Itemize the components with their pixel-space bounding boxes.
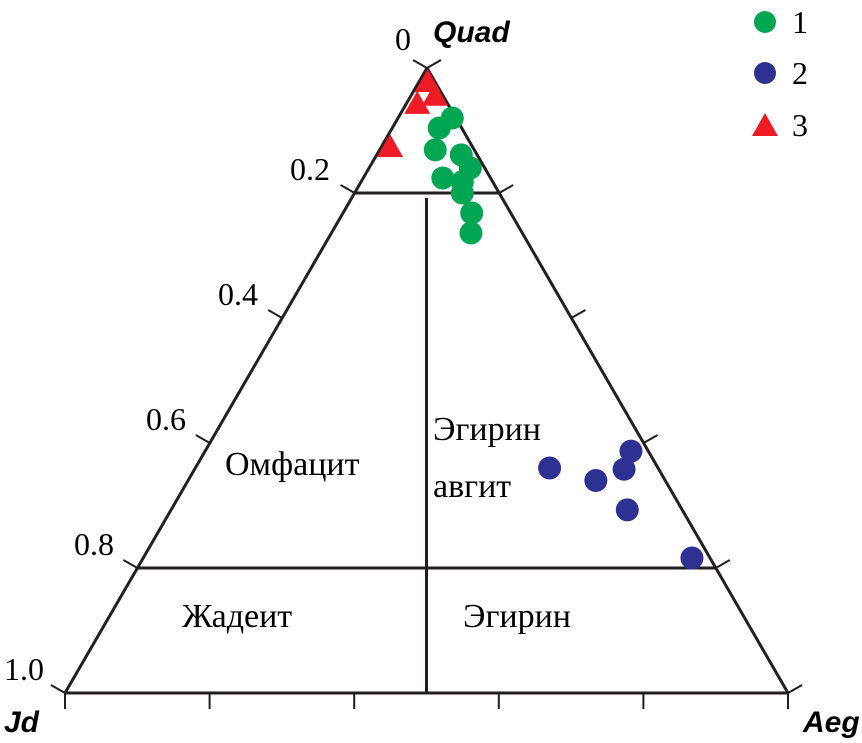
tick-label-0.2: 0.2: [290, 151, 330, 187]
field-label-aegirine-augite-2: авгит: [433, 468, 511, 505]
tick-right: [426, 59, 442, 69]
tick-right: [787, 684, 803, 694]
legend-marker-3: [752, 113, 778, 136]
ticks: [50, 59, 803, 709]
vertex-label-jd: Jd: [4, 706, 40, 739]
point-series-3: [377, 134, 404, 157]
tick-label-0.6: 0.6: [146, 401, 186, 437]
tick-label-0: 0: [395, 21, 411, 57]
tick-left: [195, 434, 211, 444]
data-points: [377, 69, 704, 570]
edge-right: [425, 67, 790, 694]
tick-left: [50, 684, 66, 694]
legend-marker-2: [754, 62, 776, 84]
triangle-frame: [63, 67, 790, 695]
tick-left: [122, 559, 138, 569]
vertex-label-quad: Quad: [433, 16, 510, 49]
point-series-2: [538, 456, 562, 480]
point-series-2: [612, 457, 636, 481]
tick-right: [570, 309, 586, 319]
tick-right: [715, 559, 731, 569]
point-series-2: [619, 439, 643, 463]
field-label-aegirine-augite-1: Эгирин: [433, 411, 541, 448]
point-series-2: [584, 469, 608, 492]
point-series-3: [421, 82, 448, 106]
edge-left: [63, 67, 429, 694]
point-series-3: [404, 90, 431, 114]
legend-label-3: 3: [792, 107, 808, 143]
tick-right: [643, 434, 659, 444]
point-series-1: [427, 116, 451, 140]
tick-label-1.0: 1.0: [4, 651, 44, 687]
tick-left: [267, 309, 283, 319]
field-label-jadeite: Жадеит: [182, 598, 292, 635]
tick-left: [340, 184, 356, 194]
legend-label-1: 1: [792, 4, 808, 40]
point-series-1: [459, 221, 483, 245]
legend-label-2: 2: [792, 55, 808, 91]
point-series-1: [460, 201, 484, 225]
point-series-1: [423, 138, 447, 162]
point-series-1: [431, 166, 455, 190]
vertex-label-aeg: Aeg: [802, 706, 860, 739]
point-series-2: [680, 546, 704, 570]
tick-left: [412, 59, 428, 69]
tick-label-0.8: 0.8: [74, 526, 114, 562]
point-series-1: [450, 181, 474, 205]
point-series-2: [615, 498, 639, 522]
tick-right: [498, 184, 514, 194]
tick-label-0.4: 0.4: [218, 276, 258, 312]
field-label-aegirine: Эгирин: [463, 598, 571, 635]
field-label-omphacite: Омфацит: [225, 446, 360, 483]
legend: 1 2 3: [752, 4, 808, 143]
legend-marker-1: [754, 11, 776, 33]
